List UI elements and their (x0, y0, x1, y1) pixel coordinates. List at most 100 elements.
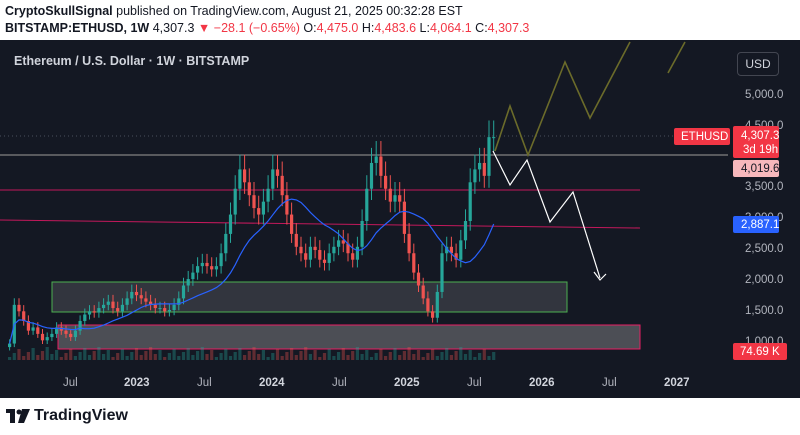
candle[interactable] (412, 253, 416, 273)
candle[interactable] (398, 195, 402, 202)
candle[interactable] (294, 233, 298, 247)
candle[interactable] (308, 246, 312, 260)
candle[interactable] (139, 295, 143, 299)
candle[interactable] (313, 246, 317, 251)
candle[interactable] (69, 333, 73, 338)
candle[interactable] (327, 253, 331, 263)
currency-button[interactable]: USD (737, 52, 779, 76)
lower-zone[interactable] (57, 324, 641, 350)
level-line-2880[interactable] (0, 219, 641, 229)
candles[interactable] (8, 120, 496, 351)
candle[interactable] (97, 308, 101, 313)
candle[interactable] (50, 333, 54, 338)
symbol-tag[interactable]: ETHUSD (681, 131, 728, 143)
price-axis[interactable]: 5,000.0 4,500.0 3,500.0 3,000.0 2,500.0 … (745, 89, 783, 348)
candle[interactable] (290, 214, 294, 234)
candle[interactable] (17, 304, 21, 312)
candle[interactable] (111, 301, 115, 309)
candle[interactable] (186, 279, 190, 286)
candle[interactable] (341, 240, 345, 244)
candle[interactable] (393, 195, 397, 202)
candle[interactable] (416, 272, 421, 286)
candle[interactable] (384, 175, 388, 189)
candle[interactable] (172, 304, 176, 311)
candle[interactable] (332, 246, 336, 254)
candle[interactable] (337, 240, 341, 247)
candle[interactable] (388, 188, 392, 202)
candle[interactable] (181, 285, 186, 299)
candle[interactable] (346, 243, 350, 254)
candle[interactable] (219, 253, 223, 267)
candle[interactable] (374, 156, 378, 163)
candle[interactable] (134, 291, 139, 296)
candle[interactable] (196, 266, 200, 273)
candle[interactable] (440, 253, 444, 292)
candle[interactable] (238, 169, 242, 189)
candle[interactable] (55, 327, 59, 334)
candle[interactable] (92, 311, 96, 313)
candle[interactable] (83, 314, 87, 321)
candle[interactable] (158, 308, 162, 310)
candle[interactable] (459, 240, 463, 260)
candle[interactable] (435, 291, 439, 318)
price-chart[interactable]: 5,000.0 4,500.0 3,500.0 3,000.0 2,500.0 … (0, 40, 800, 398)
candle[interactable] (167, 310, 171, 312)
candle[interactable] (120, 304, 124, 312)
candle[interactable] (257, 208, 261, 215)
bullish-projection-tail[interactable] (667, 41, 686, 74)
candle[interactable] (266, 188, 270, 202)
candle[interactable] (322, 259, 327, 263)
candle[interactable] (431, 311, 435, 318)
candle[interactable] (421, 285, 425, 299)
candle[interactable] (478, 162, 482, 170)
candle[interactable] (407, 233, 411, 254)
candle[interactable] (492, 137, 496, 139)
candle[interactable] (22, 311, 26, 321)
candle[interactable] (369, 162, 374, 189)
candle[interactable] (299, 246, 303, 254)
candle[interactable] (26, 320, 30, 331)
candle[interactable] (402, 201, 406, 234)
candle[interactable] (482, 162, 486, 176)
candle[interactable] (64, 330, 68, 334)
candle[interactable] (191, 272, 195, 280)
candle[interactable] (153, 304, 157, 309)
candle[interactable] (102, 304, 106, 309)
candle[interactable] (449, 246, 453, 254)
candle[interactable] (261, 201, 265, 215)
candle[interactable] (78, 320, 82, 331)
candle[interactable] (275, 169, 280, 176)
candle[interactable] (463, 221, 468, 241)
candle[interactable] (280, 175, 284, 196)
candle[interactable] (130, 291, 134, 299)
candle[interactable] (8, 343, 12, 348)
candle[interactable] (87, 311, 92, 315)
candle[interactable] (365, 188, 369, 221)
candle[interactable] (224, 233, 228, 254)
candle[interactable] (31, 327, 35, 331)
candle[interactable] (163, 308, 167, 312)
candle[interactable] (247, 182, 251, 196)
bullish-projection-path[interactable] (494, 41, 631, 158)
candle[interactable] (106, 301, 110, 305)
candle[interactable] (468, 182, 472, 221)
candle[interactable] (355, 246, 359, 260)
candle[interactable] (40, 333, 45, 341)
candle[interactable] (473, 169, 477, 183)
candle[interactable] (205, 262, 209, 267)
candle[interactable] (454, 253, 458, 260)
candle[interactable] (304, 253, 308, 260)
candle[interactable] (177, 298, 181, 305)
candle[interactable] (445, 246, 449, 254)
candle[interactable] (426, 298, 430, 312)
candle[interactable] (243, 169, 247, 183)
author-name[interactable]: CryptoSkullSignal (5, 4, 113, 18)
candle[interactable] (379, 156, 383, 176)
candle[interactable] (149, 301, 153, 305)
candle[interactable] (214, 266, 218, 270)
candle[interactable] (200, 262, 204, 267)
candle[interactable] (144, 298, 148, 302)
candle[interactable] (487, 137, 491, 176)
candle[interactable] (36, 327, 40, 334)
candle[interactable] (125, 298, 129, 305)
